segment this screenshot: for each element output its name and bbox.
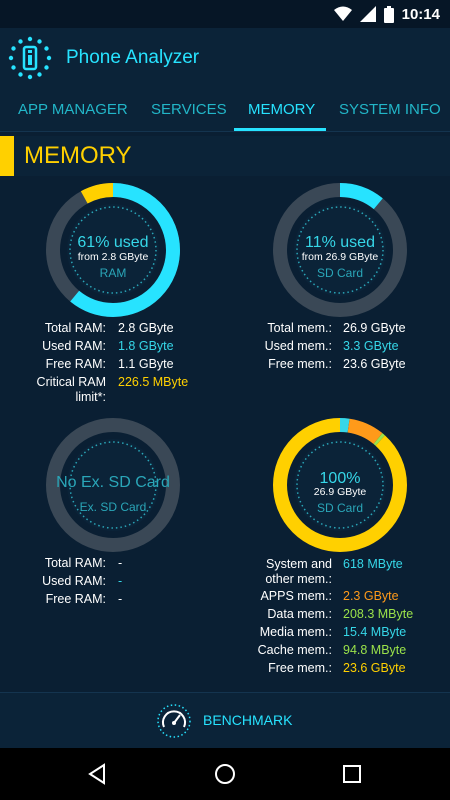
ex-used-label: Used RAM:: [42, 574, 106, 588]
sdcard-total-label: Total mem.:: [267, 321, 332, 335]
sdcard-free-label: Free mem.:: [268, 357, 332, 371]
media-mem-label: Media mem.:: [259, 625, 332, 639]
wifi-icon: [333, 6, 352, 21]
sdcard-usage-ring: [273, 183, 407, 317]
ram-used-value: 1.8 GByte: [118, 339, 174, 353]
app-logo-icon[interactable]: [8, 36, 52, 80]
sdcard-kind: SD Card: [316, 266, 363, 280]
active-tab-indicator: [234, 128, 326, 131]
sdcard-ring-center: [294, 204, 386, 296]
tab-bar: APP MANAGER SERVICES MEMORY SYSTEM INFO: [0, 88, 450, 132]
ram-ring-center: [67, 204, 159, 296]
ex-total-label: Total RAM:: [44, 556, 106, 570]
status-time: 10:14: [401, 5, 440, 23]
ex-sdcard-kind: Ex. SD Card: [79, 500, 147, 514]
system-mem-label: System and other mem.:: [265, 557, 332, 586]
ex-used-value: -: [118, 574, 123, 588]
ram-critical-label: Critical RAM limit*:: [36, 375, 106, 404]
ram-usage-ring: [46, 183, 180, 317]
status-bar: 10:14: [0, 0, 450, 28]
benchmark-button[interactable]: BENCHMARK: [0, 692, 450, 748]
ex-sdcard-ring-track: [46, 418, 180, 552]
benchmark-label: BENCHMARK: [203, 712, 293, 728]
home-icon[interactable]: [213, 762, 237, 786]
data-mem-label: Data mem.:: [267, 607, 332, 621]
apps-mem-label: APPS mem.:: [260, 589, 332, 603]
breakdown-kind: SD Card: [316, 501, 363, 515]
ram-total-label: Total RAM:: [44, 321, 106, 335]
sdcard-ring-dots: [296, 206, 384, 294]
recents-icon[interactable]: [340, 762, 364, 786]
breakdown-ring-center: [294, 439, 386, 531]
breakdown-segments: [273, 418, 407, 552]
breakdown-percent: 100%: [319, 470, 361, 487]
ram-total: from 2.8 GByte: [77, 251, 149, 263]
ex-sdcard-ring: [46, 418, 180, 552]
sdcard-free-value: 23.6 GByte: [343, 357, 406, 371]
sdcard-percent: 11% used: [305, 234, 375, 251]
storage-breakdown-ring: [273, 418, 407, 552]
ex-sdcard-ring-center: [67, 439, 159, 531]
apps-mem-value: 2.3 GByte: [343, 589, 399, 603]
speedometer-icon: [157, 704, 191, 738]
system-mem-value: 618 MByte: [343, 557, 403, 571]
status-icons: 10:14: [333, 5, 440, 23]
sdcard-total-value: 26.9 GByte: [343, 321, 406, 335]
section-accent-bar: [0, 136, 14, 176]
free-mem-value: 23.6 GByte: [343, 661, 406, 675]
ram-percent: 61% used: [77, 234, 149, 251]
ram-kind: RAM: [99, 266, 127, 280]
ex-free-label: Free RAM:: [45, 592, 106, 606]
cache-mem-label: Cache mem.:: [257, 643, 332, 657]
sdcard-used-arc: [273, 183, 407, 317]
data-mem-value: 208.3 MByte: [343, 607, 414, 621]
tab-memory[interactable]: MEMORY: [248, 101, 316, 118]
system-nav-bar: [0, 748, 450, 800]
cache-mem-value: 94.8 MByte: [343, 643, 407, 657]
ram-free-value: 1.1 GByte: [118, 357, 174, 371]
app-bar: Phone Analyzer: [0, 28, 450, 88]
sdcard-total: from 26.9 GByte: [301, 251, 379, 263]
ram-ring-dots: [69, 206, 157, 294]
ex-sdcard-ring-dots: [69, 441, 157, 529]
tab-system-info[interactable]: SYSTEM INFO: [339, 101, 441, 118]
ex-sdcard-status: No Ex. SD Card: [56, 474, 170, 491]
battery-icon: [383, 5, 394, 23]
app-title: Phone Analyzer: [66, 47, 200, 68]
ram-critical-value: 226.5 MByte: [118, 375, 189, 389]
media-mem-value: 15.4 MByte: [343, 625, 407, 639]
ram-critical-arc: [46, 183, 180, 317]
breakdown-segment-3: [273, 418, 407, 552]
tab-app-manager[interactable]: APP MANAGER: [18, 101, 128, 118]
signal-icon: [359, 6, 376, 22]
ram-free-label: Free RAM:: [45, 357, 106, 371]
section-title: MEMORY: [24, 142, 132, 169]
ex-total-value: -: [118, 556, 123, 570]
ram-used-label: Used RAM:: [42, 339, 106, 353]
section-header: MEMORY: [0, 136, 450, 176]
sdcard-used-label: Used mem.:: [264, 339, 332, 353]
ram-total-value: 2.8 GByte: [118, 321, 174, 335]
free-mem-label: Free mem.:: [268, 661, 332, 675]
breakdown-ring-dots: [296, 441, 384, 529]
ex-free-value: -: [118, 592, 123, 606]
sdcard-used-value: 3.3 GByte: [343, 339, 399, 353]
breakdown-total: 26.9 GByte: [313, 486, 367, 498]
back-icon[interactable]: [86, 762, 110, 786]
tab-services[interactable]: SERVICES: [151, 101, 227, 118]
